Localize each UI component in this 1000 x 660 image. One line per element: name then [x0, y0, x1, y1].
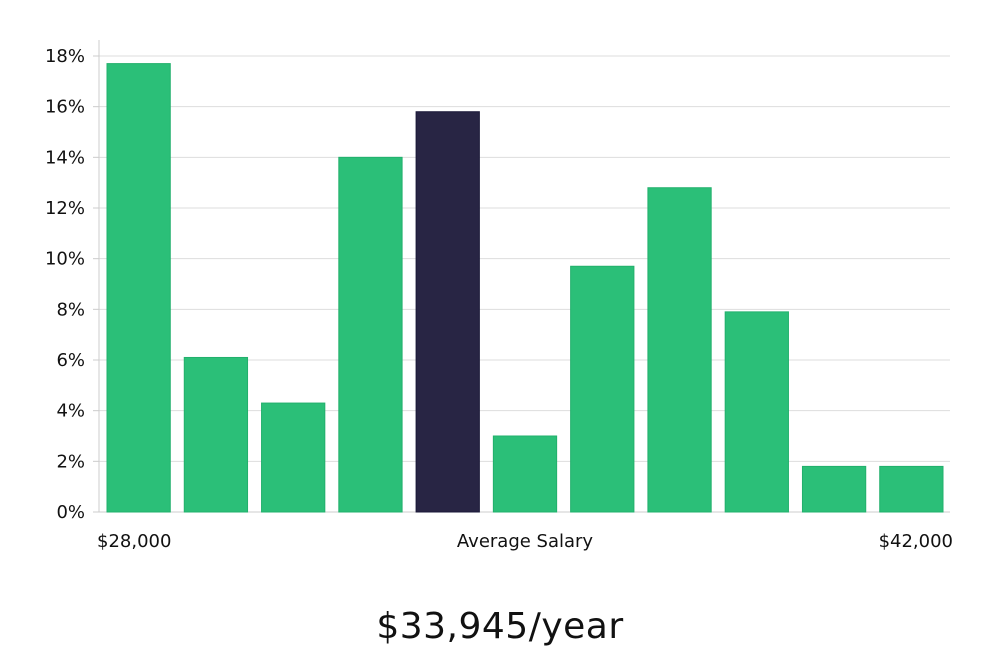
x-axis-labels: $28,000 Average Salary $42,000: [97, 531, 953, 552]
salary-bar: [106, 63, 171, 513]
salary-bar: [879, 465, 944, 513]
y-tick-label: 6%: [56, 350, 85, 371]
salary-bar: [338, 156, 403, 513]
salary-bar: [261, 402, 326, 513]
y-axis-tick-labels: 0% 2% 4% 6% 8% 10% 12% 14% 16% 18%: [45, 46, 85, 523]
y-tick-label: 16%: [45, 97, 85, 118]
y-tick-label: 18%: [45, 46, 85, 67]
average-salary-headline: $33,945/year: [376, 606, 624, 647]
salary-distribution-chart: 0% 2% 4% 6% 8% 10% 12% 14% 16% 18% $28,000 Averag…: [45, 40, 953, 552]
x-start-label: $28,000: [97, 531, 171, 552]
salary-bar: [183, 356, 249, 513]
y-tick-label: 12%: [45, 198, 85, 219]
y-tick-label: 4%: [56, 401, 85, 422]
bars: [106, 63, 944, 513]
salary-bar: [492, 435, 558, 513]
salary-bar: [801, 465, 867, 513]
y-tick-label: 8%: [56, 299, 85, 320]
x-center-label: Average Salary: [457, 531, 594, 552]
salary-bar: [570, 265, 635, 513]
y-tick-label: 14%: [45, 147, 85, 168]
average-salary-bar: [415, 111, 480, 513]
x-end-label: $42,000: [879, 531, 953, 552]
y-tick-label: 0%: [56, 502, 85, 523]
salary-bar: [647, 187, 712, 513]
y-tick-label: 2%: [56, 451, 85, 472]
y-tick-label: 10%: [45, 249, 85, 270]
salary-bar: [724, 311, 789, 513]
